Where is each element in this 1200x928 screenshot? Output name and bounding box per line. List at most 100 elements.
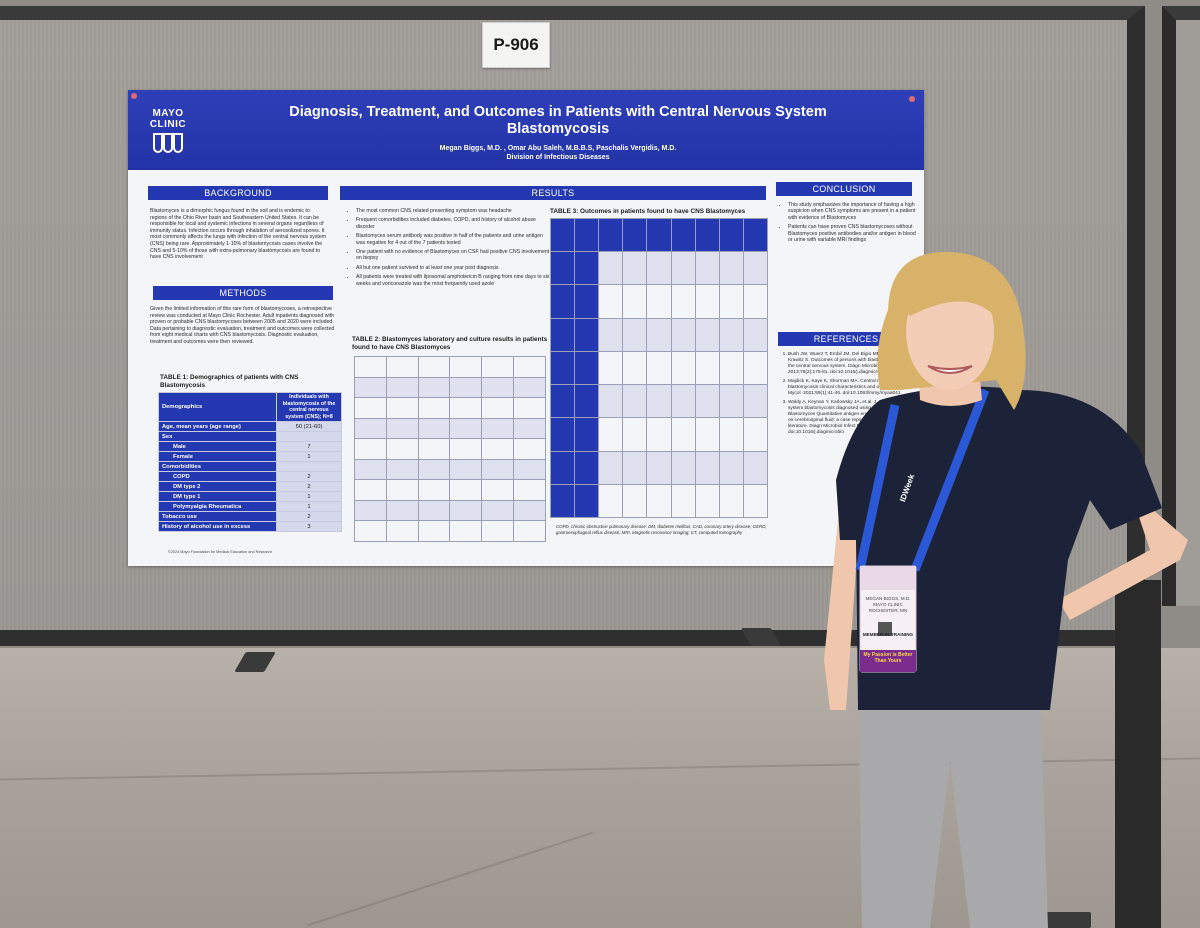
table-cell (694, 350, 720, 386)
badge-city: ROCHESTER, MN (868, 608, 908, 613)
table-cell (574, 417, 600, 452)
table-cell (449, 520, 483, 542)
table-cell (417, 417, 451, 440)
table-cell (417, 397, 451, 419)
table3-footnote: COPD, chronic obstructive pulmonary dise… (556, 524, 767, 535)
row-label: History of alcohol use in excess (158, 521, 277, 532)
table-cell (622, 284, 648, 319)
table-cell (646, 217, 672, 253)
outcomes-table (549, 217, 769, 519)
list-item: One patient with no evidence of Blastomy… (356, 249, 552, 262)
table-cell (354, 520, 387, 542)
table-cell (354, 417, 387, 440)
table-cell (598, 284, 624, 319)
list-item: The most common CNS related presenting s… (356, 208, 552, 214)
table-cell (417, 479, 451, 501)
table-cell (481, 499, 515, 522)
table1-caption: TABLE 1: Demographics of patients with C… (160, 374, 299, 389)
table-cell (513, 397, 546, 419)
table-header-cell: Demographics (158, 392, 277, 422)
presenter-person (824, 251, 1188, 928)
row-value: 7 (276, 441, 342, 452)
table-row: COPD 2 (158, 471, 342, 482)
row-value: 2 (276, 481, 342, 492)
table-cell (670, 350, 696, 386)
copyright-note: ©2024 Mayo Foundation for Medical Educat… (168, 550, 272, 554)
table-cell (694, 317, 720, 352)
table-cell (670, 450, 696, 485)
table-cell (694, 483, 720, 519)
table-cell (694, 251, 720, 286)
table-cell (574, 217, 600, 253)
table-cell (622, 350, 648, 386)
list-item: All but one patient survived to at least… (356, 265, 552, 271)
table-cell (598, 350, 624, 386)
table-cell (694, 417, 720, 452)
badge-text: MEGAN BIGGS, M.D. MAYO CLINIC ROCHESTER,… (862, 596, 914, 638)
table-cell (742, 350, 769, 386)
table-cell (598, 317, 624, 352)
hair-fringe (900, 273, 999, 320)
table-cell (549, 251, 576, 286)
table-cell (622, 217, 648, 253)
table-row (354, 356, 546, 378)
table-cell (646, 450, 672, 485)
table-cell (481, 376, 515, 399)
table-cell (417, 499, 451, 522)
row-label: Comorbidities (158, 461, 277, 472)
table-cell (549, 417, 576, 452)
table-cell (481, 438, 515, 460)
badge-org: MAYO CLINIC (873, 602, 903, 607)
table-cell (513, 417, 546, 440)
table-cell (549, 317, 576, 352)
list-item: Blastomyces serum antibody was positive … (356, 233, 552, 246)
table-cell (513, 356, 546, 378)
table-cell (694, 217, 720, 253)
row-label: Tobacco use (158, 511, 277, 522)
table-cell (718, 384, 744, 419)
table-row (549, 417, 769, 452)
table-cell (354, 479, 387, 501)
table-cell (354, 458, 387, 481)
division-name: Division of Infectious Diseases (506, 154, 610, 161)
table-row: Female 1 (158, 451, 342, 462)
table-cell (742, 284, 769, 319)
table-cell (513, 479, 546, 501)
row-label: COPD (158, 471, 277, 482)
table-cell (718, 483, 744, 519)
shield-icon (151, 133, 185, 155)
table-row: History of alcohol use in excess 3 (158, 521, 342, 532)
table-cell (574, 317, 600, 352)
table-cell (694, 384, 720, 419)
table-cell (598, 384, 624, 419)
row-value: 3 (276, 521, 342, 532)
table-cell (449, 417, 483, 440)
background-heading: BACKGROUND (148, 186, 328, 200)
table-cell (646, 483, 672, 519)
row-value: 1 (276, 451, 342, 462)
table-cell (385, 499, 419, 522)
row-value: 1 (276, 491, 342, 502)
table-row: Polymyalgia Rheumatica 1 (158, 501, 342, 512)
table-cell (574, 450, 600, 485)
table-header-row: Demographics Individuals with blastomyco… (158, 392, 342, 422)
poster-header: MAYO CLINIC Diagnosis, Treatment, and Ou… (128, 90, 924, 170)
table-cell (574, 350, 600, 386)
poster-title: Diagnosis, Treatment, and Outcomes in Pa… (289, 104, 827, 137)
table-cell (549, 384, 576, 419)
table-cell (549, 483, 576, 519)
push-pin (909, 96, 915, 102)
list-item: Patients can have proven CNS blastomycos… (788, 224, 920, 243)
mayo-clinic-logo: MAYO CLINIC (140, 108, 196, 155)
row-label: Polymyalgia Rheumatica (158, 501, 277, 512)
table-cell (598, 417, 624, 452)
table-cell (513, 499, 546, 522)
table-cell (481, 479, 515, 501)
table-cell (742, 217, 769, 253)
table-cell (646, 284, 672, 319)
table-cell (481, 417, 515, 440)
background-text: Blastomyces is a dimorphic fungus found … (150, 208, 327, 261)
